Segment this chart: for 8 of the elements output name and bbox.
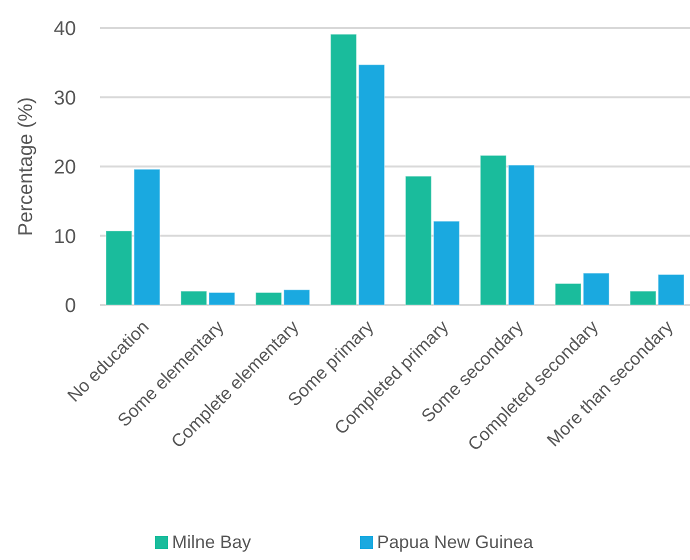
y-tick-label: 20: [54, 156, 76, 178]
legend-label: Papua New Guinea: [377, 532, 534, 552]
y-axis-title: Percentage (%): [15, 97, 37, 236]
y-tick-label: 40: [54, 18, 76, 40]
y-tick-label: 30: [54, 87, 76, 110]
legend-label: Milne Bay: [172, 532, 252, 552]
y-tick-label: 0: [64, 295, 76, 317]
y-tick-label: 10: [54, 226, 76, 248]
